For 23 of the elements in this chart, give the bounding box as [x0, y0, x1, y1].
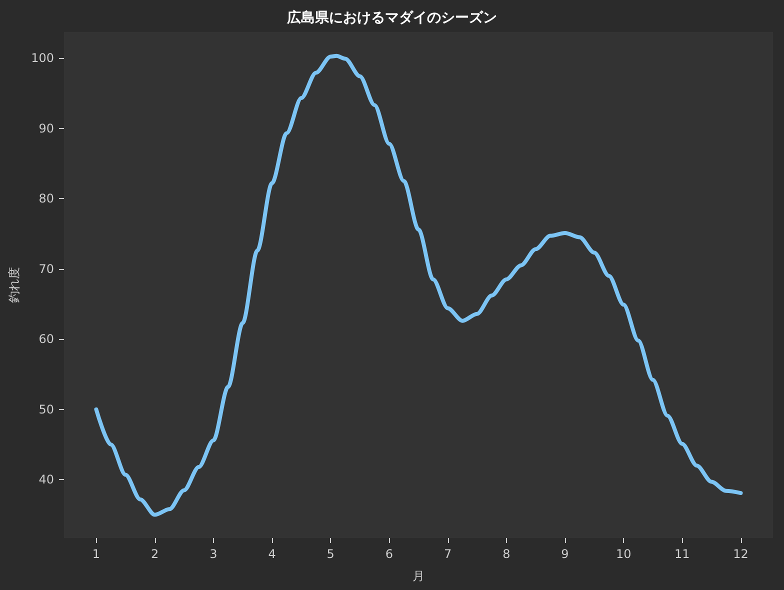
x-tick-label: 10: [616, 547, 632, 561]
chart-title: 広島県におけるマダイのシーズン: [286, 9, 497, 26]
x-tick-label: 8: [502, 547, 510, 561]
y-tick-label: 50: [38, 402, 54, 416]
x-tick-label: 9: [561, 547, 569, 561]
x-tick-label: 1: [92, 547, 100, 561]
x-tick-label: 7: [444, 547, 452, 561]
y-tick-label: 40: [38, 472, 54, 487]
y-tick-label: 60: [38, 332, 54, 346]
x-tick-label: 11: [674, 547, 690, 561]
line-series: [94, 54, 743, 517]
y-tick-label: 70: [38, 262, 54, 276]
x-tick-label: 3: [210, 547, 218, 561]
x-tick-label: 4: [268, 547, 276, 561]
y-tick-label: 80: [38, 192, 54, 206]
x-tick-label: 12: [733, 547, 748, 561]
y-axis-title: 釣れ度: [7, 267, 21, 303]
x-tick-label: 5: [326, 547, 334, 561]
x-tick-label: 2: [151, 547, 159, 561]
y-tick-label: 90: [38, 121, 54, 136]
x-axis-title: 月: [412, 569, 424, 583]
x-tick-label: 6: [385, 547, 394, 561]
y-tick-label: 100: [31, 51, 54, 66]
